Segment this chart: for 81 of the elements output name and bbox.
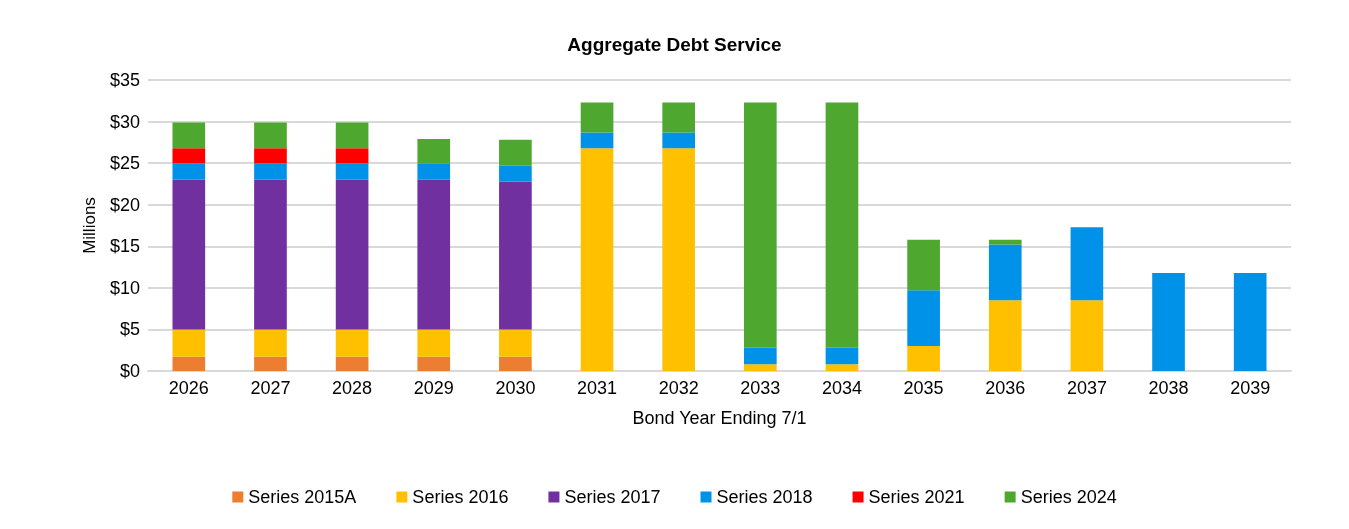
- bar: [172, 122, 206, 149]
- x-tick-label: 2030: [495, 378, 536, 398]
- bar: [499, 165, 532, 182]
- bar: [743, 364, 777, 371]
- bar: [499, 139, 532, 166]
- bar: [825, 102, 859, 348]
- bar: [499, 356, 532, 371]
- bar: [743, 347, 777, 365]
- bar: [254, 163, 287, 180]
- y-tick-label: $25: [109, 153, 140, 174]
- bar: [254, 356, 287, 371]
- bar: [172, 163, 206, 180]
- bar: [662, 132, 696, 149]
- bar: [580, 148, 614, 371]
- bar: [1070, 227, 1104, 301]
- bar: [172, 356, 206, 371]
- bar: [335, 148, 369, 164]
- y-tick-label: $30: [109, 111, 140, 132]
- bar: [254, 148, 287, 164]
- bar: [172, 179, 206, 330]
- y-tick-label: $5: [119, 319, 140, 340]
- legend-label: Series 2016: [412, 487, 509, 507]
- bar: [499, 329, 532, 357]
- bar: [335, 329, 369, 357]
- x-tick-label: 2031: [577, 378, 618, 398]
- bar: [417, 179, 451, 330]
- legend-label: Series 2024: [1020, 487, 1117, 507]
- x-tick-label: 2032: [658, 378, 699, 398]
- x-tick-label: 2039: [1230, 378, 1271, 398]
- x-tick-label: 2029: [413, 378, 454, 398]
- bar: [825, 364, 859, 371]
- y-tick-label: $10: [109, 277, 140, 298]
- bar: [417, 329, 451, 357]
- x-tick-label: 2038: [1148, 378, 1189, 398]
- legend-label: Series 2018: [716, 487, 813, 507]
- bar: [988, 239, 1022, 245]
- legend-label: Series 2017: [564, 487, 661, 507]
- bar: [335, 356, 369, 371]
- bar: [907, 290, 940, 347]
- bar: [743, 102, 777, 348]
- x-axis-title: Bond Year Ending 7/1: [632, 408, 807, 428]
- y-tick-label: $15: [109, 236, 140, 257]
- bar: [254, 329, 287, 357]
- x-tick-label: 2035: [903, 378, 944, 398]
- legend-label: Series 2021: [868, 487, 965, 507]
- x-tick-label: 2028: [332, 378, 373, 398]
- y-axis-title: Millions: [80, 197, 99, 254]
- legend-label: Series 2015A: [248, 487, 357, 507]
- bar: [580, 132, 614, 149]
- bar: [907, 239, 940, 291]
- bar: [988, 300, 1022, 371]
- bar: [335, 179, 369, 330]
- bar: [907, 346, 940, 371]
- x-tick-label: 2036: [985, 378, 1026, 398]
- y-tick-label: $35: [109, 70, 140, 90]
- y-tick-label: $20: [109, 194, 140, 215]
- bar: [1070, 300, 1104, 371]
- x-tick-label: 2027: [250, 378, 291, 398]
- bar: [417, 139, 451, 164]
- bar: [825, 347, 859, 365]
- bar: [254, 179, 287, 330]
- bar: [417, 163, 451, 180]
- bar: [662, 102, 696, 133]
- chart-title: Aggregate Debt Service: [567, 34, 782, 55]
- x-tick-label: 2033: [740, 378, 781, 398]
- bar: [417, 356, 451, 371]
- bar: [988, 244, 1022, 301]
- y-tick-label: $0: [119, 361, 140, 381]
- bar: [254, 122, 287, 149]
- bar: [499, 181, 532, 330]
- bar: [172, 329, 206, 357]
- bar: [1152, 272, 1185, 371]
- bar: [662, 148, 696, 371]
- bar: [335, 122, 369, 149]
- bar: [580, 102, 614, 133]
- bar: [335, 163, 369, 180]
- x-tick-label: 2037: [1066, 378, 1107, 398]
- bar: [172, 148, 206, 164]
- x-tick-label: 2026: [168, 378, 209, 398]
- x-tick-label: 2034: [821, 378, 862, 398]
- bar: [1233, 272, 1267, 371]
